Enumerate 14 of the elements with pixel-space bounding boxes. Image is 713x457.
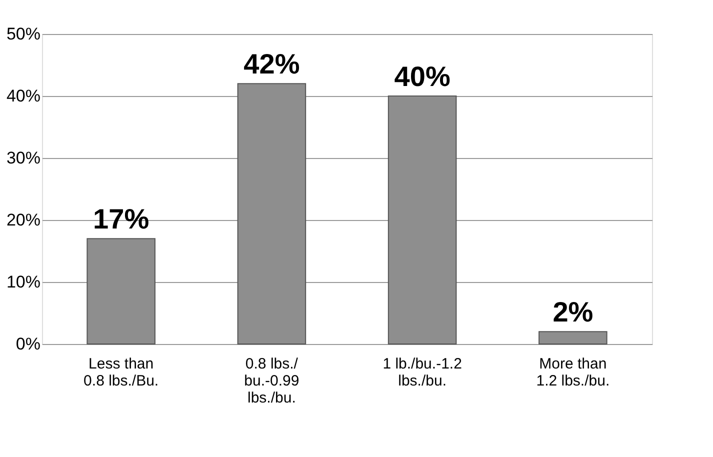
data-label: 2%	[552, 296, 594, 328]
x-tick-label: 1 lb./bu.-1.2 lbs./bu.	[382, 356, 462, 390]
x-tick-label: Less than 0.8 lbs./Bu.	[84, 356, 159, 390]
y-tick-label: 20%	[6, 210, 40, 230]
y-tick-label: 40%	[6, 86, 40, 106]
x-tick-label: More than 1.2 lbs./bu.	[536, 356, 610, 390]
y-tick-label: 0%	[16, 334, 40, 354]
y-tick-label: 30%	[6, 148, 40, 168]
y-tick-label: 50%	[6, 24, 40, 44]
y-tick-label: 10%	[6, 272, 40, 292]
data-label: 40%	[394, 61, 450, 92]
x-tick-label: 0.8 lbs./ bu.-0.99 lbs./bu.	[244, 356, 300, 406]
data-label: 17%	[93, 204, 150, 235]
data-label: 42%	[244, 48, 300, 80]
